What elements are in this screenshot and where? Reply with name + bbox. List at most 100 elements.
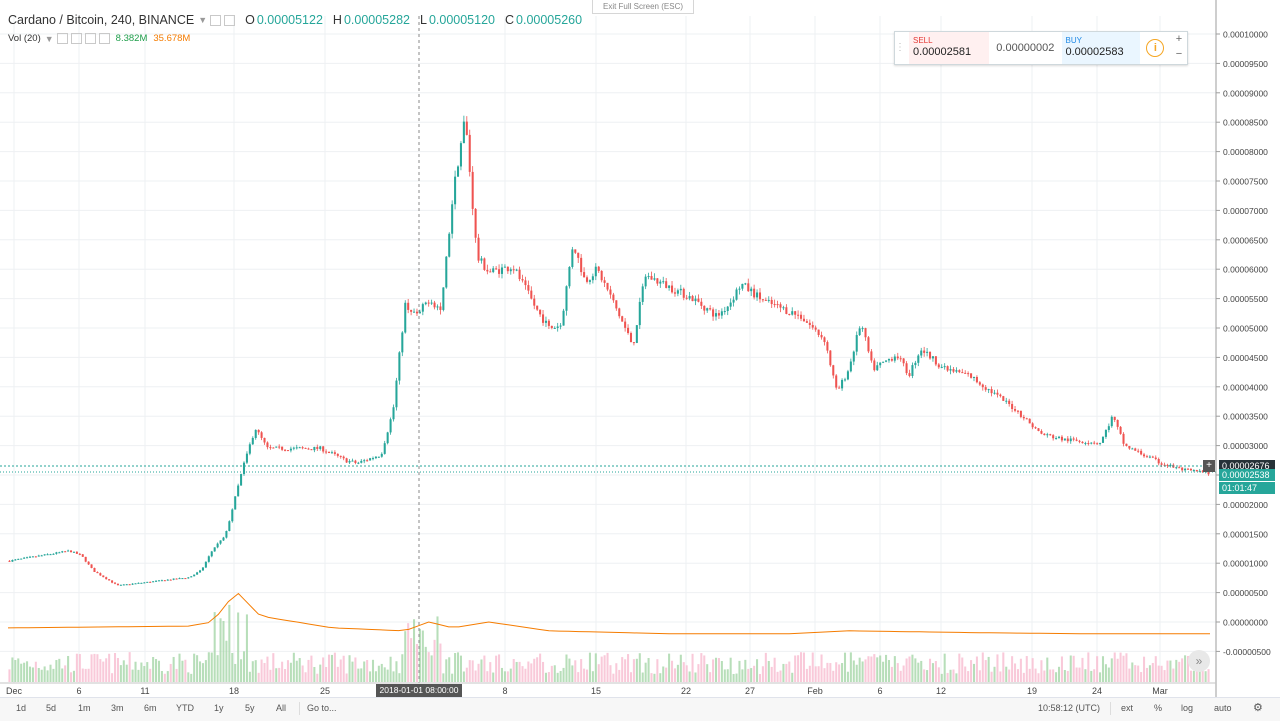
timeframe-ytd[interactable]: YTD	[176, 703, 194, 713]
volume-bar	[999, 671, 1002, 682]
candle-body	[468, 134, 471, 172]
timeframe-1m[interactable]: 1m	[78, 703, 91, 713]
candle-body	[808, 322, 811, 325]
add-icon[interactable]	[84, 33, 96, 44]
chevron-down-icon[interactable]: ▼	[44, 33, 54, 44]
buy-button[interactable]: BUY 0.00002583	[1061, 32, 1140, 64]
close-icon[interactable]	[98, 33, 110, 44]
volume-bar	[577, 672, 580, 682]
utc-clock[interactable]: 10:58:12 (UTC)	[1038, 703, 1101, 713]
candle-body	[418, 311, 421, 314]
volume-bar	[805, 668, 808, 682]
candle-body	[820, 334, 823, 338]
volume-bar	[594, 653, 597, 682]
volume-bar	[1184, 655, 1187, 682]
candle-body	[439, 306, 442, 310]
candle-body	[647, 276, 650, 278]
volume-label[interactable]: Vol (20)	[8, 33, 41, 44]
timeframe-all[interactable]: All	[276, 703, 287, 713]
timeframe-1y[interactable]: 1y	[214, 703, 224, 713]
volume-bar	[23, 662, 26, 682]
candle-body	[747, 283, 750, 292]
candle-body	[222, 537, 225, 541]
volume-bar	[712, 659, 715, 682]
timeframe-5d[interactable]: 5d	[46, 703, 57, 713]
volume-bar	[964, 666, 967, 682]
percent-scale-toggle[interactable]: %	[1154, 703, 1163, 713]
volume-bar	[503, 671, 506, 682]
gear-icon[interactable]: ⚙	[1253, 702, 1263, 714]
timeframe-6m[interactable]: 6m	[144, 703, 157, 713]
timeframe-1d[interactable]: 1d	[16, 703, 27, 713]
candle-body	[301, 447, 304, 449]
settings-icon[interactable]	[70, 33, 82, 44]
volume-bar	[207, 652, 210, 682]
minus-button[interactable]: −	[1175, 48, 1183, 60]
candle-body	[961, 372, 964, 374]
candle-body	[152, 581, 155, 583]
chevron-down-icon[interactable]: ▼	[198, 15, 208, 25]
candle-body	[20, 558, 23, 560]
x-tick-label: 15	[591, 686, 601, 696]
timeframe-3m[interactable]: 3m	[111, 703, 124, 713]
candle-body	[295, 447, 298, 449]
eye-icon[interactable]	[210, 14, 222, 26]
exit-fullscreen-button[interactable]: Exit Full Screen (ESC)	[592, 0, 694, 14]
eye-icon[interactable]	[56, 33, 68, 44]
candle-body	[1110, 416, 1113, 427]
info-button[interactable]: i	[1140, 32, 1171, 64]
volume-bar	[990, 671, 993, 682]
candle-body	[1189, 468, 1192, 471]
volume-bar	[588, 652, 591, 682]
volume-bar	[310, 655, 313, 682]
candle-body	[662, 281, 665, 283]
candle-body	[415, 311, 418, 314]
volume-bar	[72, 670, 75, 682]
volume-bar	[867, 656, 870, 682]
symbol-title[interactable]: Cardano / Bitcoin, 240, BINANCE	[8, 13, 195, 27]
volume-bar	[1063, 669, 1066, 682]
auto-scale-toggle[interactable]: auto	[1214, 703, 1232, 713]
candle-body	[735, 289, 738, 300]
volume-bar	[146, 662, 149, 682]
log-scale-toggle[interactable]: log	[1181, 703, 1194, 713]
volume-bar	[354, 657, 357, 682]
volume-bar	[155, 659, 158, 682]
timeframe-5y[interactable]: 5y	[245, 703, 255, 713]
volume-bar	[462, 671, 465, 682]
candle-body	[756, 292, 759, 298]
volume-bar	[160, 671, 163, 682]
candle-body	[495, 268, 498, 270]
candle-body	[594, 266, 597, 277]
scroll-to-realtime-button[interactable]: »	[1188, 650, 1210, 672]
settings-icon[interactable]	[224, 14, 236, 26]
candle-body	[143, 582, 146, 584]
volume-bar	[606, 652, 609, 682]
candle-body	[1008, 400, 1011, 404]
sell-button[interactable]: SELL 0.00002581	[909, 32, 990, 64]
candle-body	[503, 266, 506, 268]
symbol-legend[interactable]: Cardano / Bitcoin, 240, BINANCE ▼ O 0.000…	[8, 13, 582, 27]
y-tick-label: 0.00007000	[1223, 206, 1268, 216]
candle-body	[1151, 456, 1154, 458]
candle-body	[1081, 441, 1084, 444]
candle-body	[489, 271, 492, 273]
volume-bar	[597, 664, 600, 682]
volume-bar	[858, 657, 861, 682]
volume-bar	[885, 654, 888, 682]
volume-bar	[90, 654, 93, 682]
goto-date-button[interactable]: Go to...	[307, 703, 337, 713]
drag-handle-icon[interactable]: ⋮⋮	[895, 42, 915, 53]
candle-body	[184, 578, 187, 580]
candle-body	[673, 292, 676, 294]
volume-bar	[366, 660, 369, 682]
volume-bar	[975, 656, 978, 682]
extended-hours-toggle[interactable]: ext	[1121, 703, 1134, 713]
volume-legend[interactable]: Vol (20) ▼ 8.382M 35.678M	[8, 33, 190, 44]
plus-button[interactable]: +	[1175, 33, 1183, 45]
add-icon[interactable]: +	[1203, 460, 1215, 472]
candle-body	[1143, 454, 1146, 457]
volume-bar	[659, 673, 662, 682]
candle-body	[741, 283, 744, 289]
